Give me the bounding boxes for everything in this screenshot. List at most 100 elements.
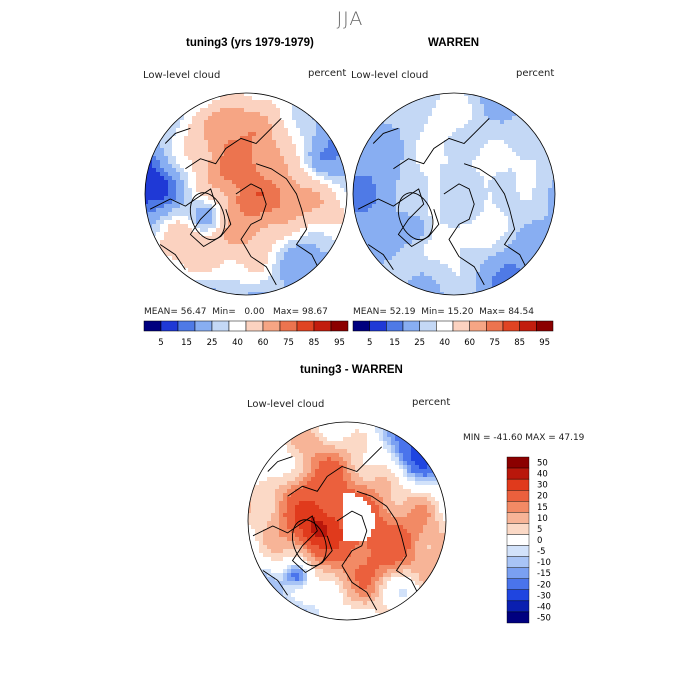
panel1-units-label: percent — [308, 68, 347, 79]
colorbar-tick-label: -15 — [537, 569, 551, 579]
panel1-colorbar: 5 15 25 40 60 75 85 95 — [143, 320, 349, 348]
colorbar-swatch — [506, 578, 530, 590]
panel3-title: tuning3 - WARREN — [300, 364, 403, 376]
panel3-stats: MIN = -41.60 MAX = 47.19 — [463, 433, 585, 443]
colorbar-swatch — [502, 320, 520, 332]
panel1-polar-map — [144, 92, 348, 296]
colorbar-tick-label: 75 — [489, 338, 500, 348]
colorbar-swatch — [506, 556, 530, 568]
colorbar-tick-label: 5 — [158, 338, 163, 348]
panel2-variable-label: Low-level cloud — [351, 70, 429, 81]
colorbar-tick-label: 60 — [258, 338, 269, 348]
greenland-outline — [189, 192, 226, 241]
colorbar-swatch — [506, 523, 530, 535]
colorbar-swatch — [506, 478, 530, 491]
map-boundary — [144, 92, 348, 296]
coastlines — [357, 117, 531, 286]
panel1-min-value: 0.00 — [244, 307, 265, 317]
colorbar-swatch — [506, 534, 530, 546]
map-boundary — [352, 92, 556, 296]
panel1-mean-label: MEAN= — [144, 307, 178, 317]
colorbar-swatch — [536, 320, 554, 332]
colorbar-swatch — [386, 320, 404, 332]
panel3-polar-map — [247, 421, 447, 621]
coastline-segment — [463, 163, 531, 276]
colorbar-swatch — [469, 320, 487, 332]
coastline-segment — [287, 446, 383, 497]
colorbar-swatch — [402, 320, 420, 332]
colorbar-swatch — [506, 512, 530, 524]
colorbar-tick-label: 10 — [537, 514, 548, 524]
panel2-colorbar: 5 15 25 40 60 75 85 95 — [352, 320, 554, 348]
colorbar-swatch — [228, 320, 247, 332]
colorbar-swatch — [452, 320, 470, 332]
colorbar-tick-label: 50 — [537, 459, 548, 469]
panel2-stats: MEAN= 52.19 Min= 15.20 Max= 84.54 — [353, 307, 534, 317]
colorbar-tick-label: -5 — [537, 547, 545, 557]
colorbar-swatch — [419, 320, 437, 332]
coastline-segment — [267, 456, 293, 472]
colorbar-swatch — [245, 320, 264, 332]
colorbar-swatch — [211, 320, 230, 332]
panel1-stats: MEAN= 56.47 Min= 0.00 Max= 98.67 — [144, 307, 328, 317]
colorbar-tick-label: 15 — [181, 338, 192, 348]
colorbar-swatch — [506, 589, 530, 602]
panel1-title: tuning3 (yrs 1979-1979) — [186, 37, 314, 49]
coastline-segment — [255, 163, 323, 276]
colorbar-tick-label: 15 — [537, 503, 548, 513]
colorbar-swatch — [369, 320, 387, 332]
panel1-min-label: Min= — [212, 307, 236, 317]
coastline-segment — [159, 244, 186, 271]
colorbar-swatch — [506, 456, 530, 469]
coastline-segment — [262, 570, 288, 596]
coastline-segment — [336, 510, 378, 611]
colorbar-swatch — [506, 490, 530, 502]
colorbar-swatch — [160, 320, 179, 332]
panel2-min-value: 15.20 — [447, 307, 474, 317]
coastline-segment — [149, 188, 232, 248]
colorbar-swatch — [143, 320, 162, 332]
colorbar-swatch — [506, 611, 530, 624]
colorbar-tick-label: 40 — [232, 338, 243, 348]
greenland-outline — [291, 519, 327, 567]
panel2-units-label: percent — [516, 68, 555, 79]
coastline-segment — [393, 117, 490, 170]
coastline-segment — [252, 515, 333, 574]
colorbar-tick-label: 25 — [414, 338, 425, 348]
colorbar-swatch — [519, 320, 537, 332]
coastline-segment — [367, 244, 394, 271]
panel2-max-label: Max= — [479, 307, 506, 317]
field-cells — [353, 93, 555, 295]
colorbar-tick-label: -40 — [537, 602, 551, 612]
colorbar-swatch — [506, 600, 530, 613]
panel2-max-value: 84.54 — [508, 307, 534, 317]
colorbar-swatch — [296, 320, 315, 332]
panel2-title: WARREN — [428, 37, 480, 49]
coastline-segment — [356, 490, 422, 601]
colorbar-swatch — [262, 320, 281, 332]
colorbar-tick-label: 15 — [389, 338, 400, 348]
panel1-mean-value: 56.47 — [180, 307, 207, 317]
panel1-max-label: Max= — [273, 307, 300, 317]
colorbar-tick-label: 40 — [439, 338, 450, 348]
colorbar-tick-label: 85 — [514, 338, 525, 348]
season-title: JJA — [336, 8, 364, 30]
colorbar-tick-label: 85 — [309, 338, 320, 348]
greenland-outline — [397, 192, 434, 241]
panel2-min-label: Min= — [421, 307, 445, 317]
colorbar-swatch — [279, 320, 298, 332]
colorbar-swatch — [436, 320, 454, 332]
colorbar-swatch — [506, 501, 530, 513]
colorbar-tick-label: -30 — [537, 591, 551, 601]
coastline-segment — [357, 188, 440, 248]
coastline-segment — [372, 127, 399, 144]
coastline-segment — [164, 127, 191, 144]
colorbar-swatch — [313, 320, 332, 332]
colorbar-tick-label: 25 — [207, 338, 218, 348]
colorbar-swatch — [177, 320, 196, 332]
panel1-variable-label: Low-level cloud — [143, 70, 221, 81]
colorbar-tick-label: 75 — [283, 338, 294, 348]
panel2-mean-value: 52.19 — [389, 307, 416, 317]
panel3-units-label: percent — [412, 397, 451, 408]
